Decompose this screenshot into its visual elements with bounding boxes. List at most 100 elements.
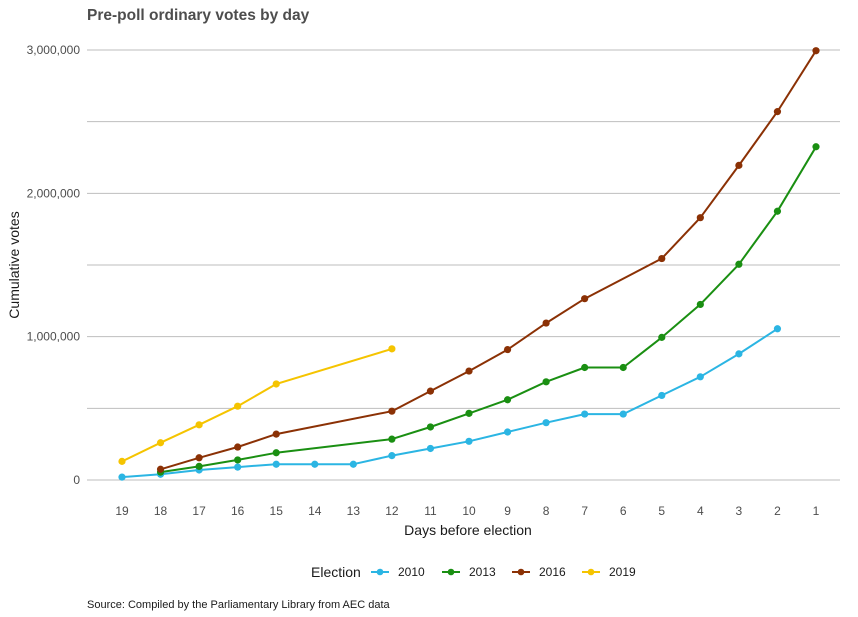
- data-point: [465, 367, 473, 375]
- chart-caption: Source: Compiled by the Parliamentary Li…: [87, 599, 391, 611]
- data-point: [118, 457, 126, 465]
- x-tick-label: 12: [385, 504, 399, 518]
- x-tick-label: 7: [581, 504, 588, 518]
- data-point: [658, 391, 666, 400]
- y-axis-label: Cumulative votes: [6, 211, 22, 318]
- legend-label: 2019: [609, 565, 636, 579]
- x-tick-label: 4: [697, 504, 704, 518]
- data-point: [696, 300, 704, 309]
- data-point: [426, 444, 435, 453]
- legend-item-2019: 2019: [582, 565, 636, 579]
- data-point: [503, 345, 512, 354]
- data-point: [272, 380, 280, 388]
- data-point: [465, 437, 473, 445]
- y-axis-ticks: 0 1,000,000 2,000,000 3,000,000: [27, 43, 81, 487]
- chart-title: Pre-poll ordinary votes by day: [87, 7, 310, 24]
- series-line-2019: [121, 347, 393, 463]
- data-point: [735, 350, 743, 358]
- data-point: [272, 460, 280, 468]
- x-axis-ticks: 19 18 17 16 15 14 13 12 11 10 9 8 7 6 5 4 3 2 1: [115, 504, 819, 518]
- data-point: [234, 443, 242, 451]
- legend-item-2016: 2016: [512, 565, 566, 579]
- x-tick-label: 10: [462, 504, 476, 518]
- data-point: [426, 387, 435, 395]
- data-point: [118, 473, 126, 481]
- x-tick-label: 14: [308, 504, 322, 518]
- data-point: [773, 325, 782, 333]
- data-point: [658, 333, 666, 341]
- series-2013: [156, 143, 820, 476]
- x-tick-label: 6: [620, 504, 627, 518]
- x-tick-label: 2: [774, 504, 781, 518]
- legend-label: 2013: [469, 565, 496, 579]
- x-tick-label: 18: [154, 504, 168, 518]
- data-point: [735, 260, 743, 268]
- data-point: [619, 363, 627, 372]
- data-point: [658, 254, 666, 263]
- x-tick-label: 13: [347, 504, 361, 518]
- data-point: [542, 419, 550, 427]
- data-point: [426, 423, 435, 431]
- data-point: [542, 378, 550, 386]
- y-tick-label: 2,000,000: [27, 186, 81, 200]
- data-point: [234, 463, 242, 471]
- data-point: [388, 407, 396, 415]
- data-point: [272, 430, 280, 438]
- x-tick-label: 11: [424, 504, 437, 518]
- x-tick-label: 17: [192, 504, 206, 518]
- legend-key-point: [587, 568, 595, 576]
- legend-label: 2010: [398, 565, 425, 579]
- data-point: [234, 402, 242, 410]
- data-point: [581, 410, 589, 418]
- data-point: [773, 108, 782, 116]
- data-point: [234, 456, 242, 464]
- data-point: [195, 421, 203, 429]
- y-tick-label: 1,000,000: [27, 330, 81, 344]
- legend-key-point: [517, 568, 525, 576]
- series-line-2010: [121, 327, 778, 479]
- data-point: [349, 460, 357, 468]
- x-tick-label: 9: [504, 504, 511, 518]
- data-point: [581, 295, 589, 303]
- data-point: [388, 435, 396, 443]
- x-tick-label: 1: [813, 504, 820, 518]
- x-tick-label: 5: [658, 504, 665, 518]
- data-point: [619, 410, 627, 418]
- data-point: [465, 409, 473, 417]
- legend-item-2010: 2010: [371, 565, 425, 579]
- series-2010: [118, 325, 782, 481]
- y-tick-label: 3,000,000: [27, 43, 81, 57]
- data-point: [195, 454, 203, 462]
- series-2019: [118, 345, 396, 465]
- data-point: [735, 161, 743, 169]
- data-point: [156, 465, 165, 473]
- y-tick-label: 0: [73, 473, 80, 487]
- series-lines: [118, 47, 820, 481]
- legend-item-2013: 2013: [442, 565, 496, 579]
- legend-label: 2016: [539, 565, 566, 579]
- series-2016: [156, 47, 820, 473]
- x-tick-label: 16: [231, 504, 245, 518]
- data-point: [696, 373, 704, 381]
- data-point: [388, 345, 396, 353]
- x-tick-label: 3: [736, 504, 743, 518]
- data-point: [311, 460, 319, 468]
- data-point: [812, 143, 820, 151]
- data-point: [503, 396, 512, 404]
- x-tick-label: 19: [115, 504, 129, 518]
- data-point: [581, 363, 589, 372]
- data-point: [542, 319, 550, 327]
- series-line-2013: [160, 146, 817, 474]
- x-tick-label: 15: [270, 504, 284, 518]
- data-point: [195, 462, 203, 470]
- legend-key-point: [447, 568, 455, 576]
- x-axis-label: Days before election: [404, 522, 532, 538]
- data-point: [503, 428, 512, 436]
- data-point: [812, 47, 820, 55]
- legend-title: Election: [311, 564, 361, 580]
- x-tick-label: 8: [543, 504, 550, 518]
- legend: Election 2010 2013 2016 2019: [311, 564, 636, 580]
- data-point: [272, 449, 280, 457]
- data-point: [156, 439, 165, 447]
